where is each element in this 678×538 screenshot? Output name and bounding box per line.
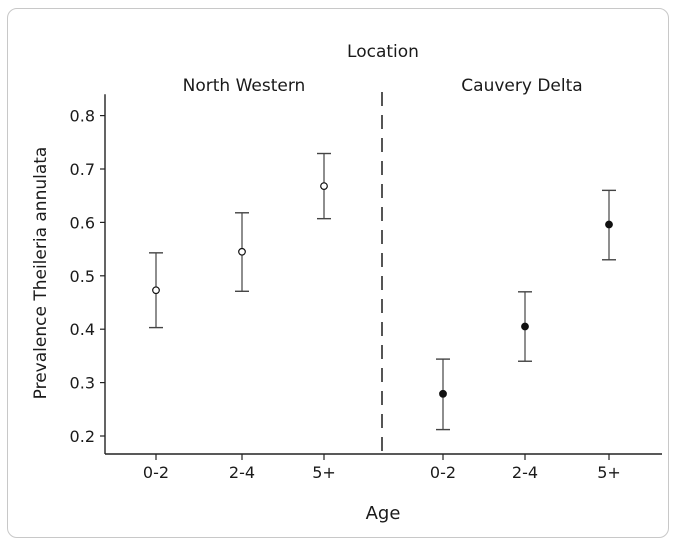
chart: Location Age Prevalence Theileria annula… [31, 42, 662, 524]
x-tick-label: 0-2 [430, 463, 456, 482]
data-point [238, 247, 246, 256]
y-axis-label: Prevalence Theileria annulata [31, 147, 51, 400]
x-tick-label: 2-4 [229, 463, 255, 482]
y-tick-label: 0.5 [70, 267, 95, 286]
data-point [521, 322, 529, 331]
y-tick-label: 0.3 [70, 374, 95, 393]
chart-title: Location [347, 42, 419, 62]
x-axis-label: Age [366, 503, 401, 524]
data-point [320, 182, 328, 190]
y-tick-label: 0.6 [70, 213, 95, 232]
y-tick-label: 0.7 [70, 160, 95, 179]
group-label: Cauvery Delta [461, 76, 582, 96]
y-tick-label: 0.2 [70, 427, 95, 446]
group-label: North Western [183, 76, 306, 96]
x-tick-label: 2-4 [512, 463, 538, 482]
x-tick-label: 0-2 [143, 463, 169, 482]
data-point [152, 286, 160, 295]
x-tick-label: 5+ [312, 463, 336, 482]
data-point [439, 389, 447, 398]
data-point [605, 220, 613, 229]
x-tick-label: 5+ [597, 463, 621, 482]
y-tick-label: 0.8 [70, 107, 95, 126]
y-tick-label: 0.4 [70, 320, 95, 339]
